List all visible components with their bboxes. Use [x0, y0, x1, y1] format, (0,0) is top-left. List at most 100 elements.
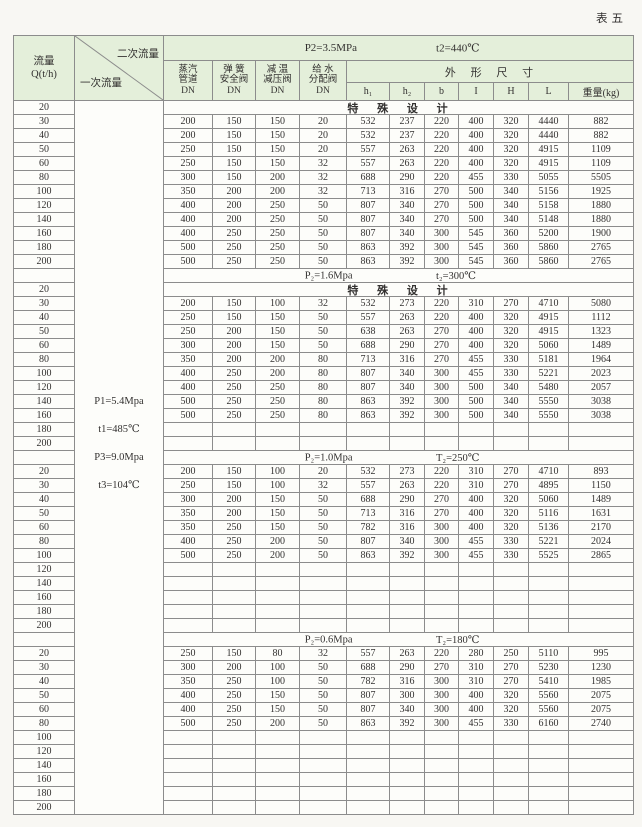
value-cell: 50	[300, 717, 347, 731]
value-cell: 360	[494, 255, 529, 269]
empty-cell	[256, 801, 300, 815]
q-cell: 180	[14, 787, 75, 801]
value-cell: 316	[390, 353, 425, 367]
value-cell: 5410	[529, 675, 569, 689]
empty-cell	[213, 563, 256, 577]
value-cell: 50	[300, 311, 347, 325]
empty-cell	[213, 423, 256, 437]
empty-cell	[494, 787, 529, 801]
value-cell: 713	[347, 353, 390, 367]
value-cell: 1150	[569, 479, 634, 493]
value-cell: 150	[213, 171, 256, 185]
empty-cell	[569, 787, 634, 801]
q-cell	[14, 451, 75, 465]
empty-cell	[347, 787, 390, 801]
value-cell: 300	[164, 661, 213, 675]
value-cell: 350	[164, 353, 213, 367]
value-cell: 400	[459, 129, 494, 143]
flow-header-line2: Q(t/h)	[31, 69, 57, 80]
value-cell: 300	[164, 493, 213, 507]
value-cell: 50	[300, 507, 347, 521]
empty-cell	[459, 563, 494, 577]
empty-cell	[164, 437, 213, 451]
q-cell: 30	[14, 297, 75, 311]
value-cell: 1112	[569, 311, 634, 325]
value-cell: 1230	[569, 661, 634, 675]
value-cell: 807	[347, 381, 390, 395]
value-cell: 455	[459, 549, 494, 563]
value-cell: 400	[164, 381, 213, 395]
value-cell: 200	[213, 507, 256, 521]
value-cell: 220	[425, 647, 459, 661]
value-cell: 300	[425, 395, 459, 409]
empty-cell	[529, 591, 569, 605]
empty-cell	[569, 745, 634, 759]
value-cell: 4895	[529, 479, 569, 493]
empty-cell	[529, 437, 569, 451]
empty-cell	[300, 787, 347, 801]
value-cell: 807	[347, 535, 390, 549]
value-cell: 500	[164, 717, 213, 731]
flow-header-line1: 流量	[33, 56, 55, 67]
empty-cell	[164, 619, 213, 633]
empty-cell	[494, 759, 529, 773]
empty-cell	[459, 731, 494, 745]
value-cell: 100	[256, 465, 300, 479]
empty-cell	[256, 619, 300, 633]
value-cell: 290	[390, 493, 425, 507]
value-cell: 350	[164, 185, 213, 199]
value-cell: 882	[569, 129, 634, 143]
value-cell: 32	[300, 157, 347, 171]
diagonal-divider-line	[75, 36, 163, 100]
dn-header-line: 管道	[178, 75, 198, 86]
value-cell: 100	[256, 479, 300, 493]
empty-cell	[425, 437, 459, 451]
empty-cell	[425, 577, 459, 591]
q-cell: 140	[14, 577, 75, 591]
spec-table: 流量 Q(t/h) 二次流量 一次流量 P2=3.5MPa t2=440℃ 外 …	[13, 35, 634, 815]
value-cell: 5060	[529, 493, 569, 507]
empty-cell	[300, 563, 347, 577]
value-cell: 310	[459, 479, 494, 493]
value-cell: 270	[425, 339, 459, 353]
dn-column-header: 减 温减压阀 DN	[256, 61, 300, 101]
value-cell: 545	[459, 255, 494, 269]
value-cell: 200	[213, 493, 256, 507]
empty-cell	[494, 801, 529, 815]
value-cell: 250	[256, 241, 300, 255]
q-cell: 140	[14, 759, 75, 773]
value-cell: 340	[390, 199, 425, 213]
value-cell: 80	[300, 395, 347, 409]
flow-column-header: 流量 Q(t/h)	[14, 36, 75, 101]
empty-cell	[256, 591, 300, 605]
value-cell: 330	[494, 171, 529, 185]
q-cell: 140	[14, 395, 75, 409]
value-cell: 263	[390, 157, 425, 171]
secondary-flow-label: 二次流量	[117, 49, 159, 60]
value-cell: 50	[300, 241, 347, 255]
dn-header-line: 给 水	[312, 64, 334, 75]
value-cell: 270	[494, 465, 529, 479]
value-cell: 500	[459, 213, 494, 227]
empty-cell	[300, 731, 347, 745]
empty-cell	[494, 591, 529, 605]
value-cell: 713	[347, 507, 390, 521]
value-cell: 340	[494, 381, 529, 395]
dn-header-line: DN	[316, 85, 330, 96]
empty-cell	[347, 759, 390, 773]
value-cell: 150	[256, 311, 300, 325]
value-cell: 320	[494, 493, 529, 507]
value-cell: 5158	[529, 199, 569, 213]
empty-cell	[459, 801, 494, 815]
value-cell: 50	[300, 493, 347, 507]
section-condition-band: P₂=1.0Mpa T₂=250℃	[164, 451, 634, 465]
value-cell: 893	[569, 465, 634, 479]
value-cell: 263	[390, 311, 425, 325]
value-cell: 300	[425, 409, 459, 423]
empty-cell	[164, 745, 213, 759]
value-cell: 400	[459, 157, 494, 171]
empty-cell	[164, 787, 213, 801]
value-cell: 32	[300, 647, 347, 661]
q-cell: 160	[14, 409, 75, 423]
value-cell: 320	[494, 703, 529, 717]
